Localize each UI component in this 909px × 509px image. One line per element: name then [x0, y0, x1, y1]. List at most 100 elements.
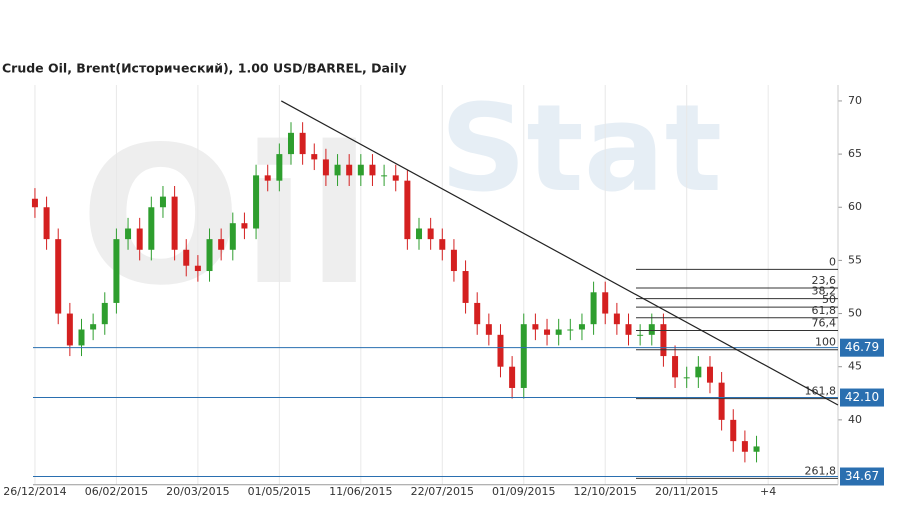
fib-label: 100	[815, 336, 836, 349]
x-tick-label: 01/05/2015	[248, 485, 311, 498]
candle-body	[55, 239, 62, 314]
candle-body	[660, 324, 667, 357]
candle-body	[171, 196, 178, 250]
candle-body	[334, 164, 341, 176]
candle-body	[101, 302, 108, 325]
candle-body	[287, 132, 294, 155]
y-tick-label: 65	[848, 147, 862, 160]
x-tick-label: 26/12/2014	[3, 485, 66, 498]
candle-body	[672, 356, 679, 378]
x-tick-label: 06/02/2015	[85, 485, 148, 498]
x-tick-label: 12/10/2015	[574, 485, 637, 498]
candle-body	[567, 329, 574, 331]
x-tick-label: 20/11/2015	[655, 485, 718, 498]
candle-body	[578, 324, 585, 330]
candle-body	[229, 223, 236, 250]
watermark: Stat	[440, 80, 722, 219]
candle-body	[392, 175, 399, 181]
fib-label: 261,8	[805, 464, 837, 477]
fib-label: 23,6	[812, 274, 837, 287]
candle-body	[43, 207, 50, 240]
candle-body	[369, 164, 376, 176]
candle-body	[544, 329, 551, 335]
price-tag-label: 42.10	[845, 390, 879, 404]
candle-body	[730, 419, 737, 442]
fib-label: 50	[822, 293, 836, 306]
candle-body	[113, 239, 120, 303]
watermark: Oil	[80, 106, 372, 327]
fib-label: 61,8	[812, 304, 837, 317]
price-tag-label: 34.67	[845, 469, 879, 483]
fib-label: 0	[829, 255, 836, 268]
candle-body	[555, 329, 562, 335]
candle-body	[322, 159, 329, 176]
y-tick-label: 50	[848, 307, 862, 320]
price-tag-label: 46.79	[845, 340, 879, 354]
candle-body	[404, 180, 411, 240]
candle-body	[276, 154, 283, 181]
candle-body	[253, 175, 260, 229]
candle-body	[497, 334, 504, 367]
x-tick-label: 22/07/2015	[411, 485, 474, 498]
candle-body	[357, 164, 364, 176]
fib-label: 76,4	[812, 317, 837, 330]
candle-body	[416, 228, 423, 240]
candle-body	[299, 132, 306, 155]
candle-body	[532, 324, 539, 330]
x-tick-label: 01/09/2015	[492, 485, 555, 498]
candle-body	[31, 198, 38, 208]
y-tick-label: 40	[848, 413, 862, 426]
candle-body	[741, 441, 748, 452]
candle-body	[520, 324, 527, 388]
candle-body	[66, 313, 73, 346]
y-tick-label: 60	[848, 200, 862, 213]
candle-body	[136, 228, 143, 250]
candle-body	[427, 228, 434, 240]
candle-body	[125, 228, 132, 240]
candle-body	[264, 175, 271, 181]
candle-body	[194, 265, 201, 272]
candle-body	[206, 239, 213, 272]
chart-title: Crude Oil, Brent(Исторический), 1.00 USD…	[2, 61, 407, 76]
candle-body	[625, 324, 632, 335]
trendline	[281, 100, 839, 406]
y-tick-label: 45	[848, 360, 862, 373]
candle-body	[218, 239, 225, 250]
candle-body	[474, 302, 481, 325]
candle-body	[683, 377, 690, 379]
candle-body	[241, 223, 248, 229]
candle-body	[637, 334, 644, 336]
y-tick-label: 70	[848, 94, 862, 107]
candle-body	[718, 382, 725, 420]
fib-label: 161,8	[805, 385, 837, 398]
candle-body	[311, 154, 318, 160]
x-tick-label: +4	[760, 485, 776, 498]
candle-body	[706, 366, 713, 383]
candle-body	[462, 271, 469, 303]
candle-body	[381, 175, 388, 177]
price-tag	[840, 388, 884, 407]
candle-body	[183, 249, 190, 266]
candle-body	[602, 292, 609, 314]
candle-body	[590, 292, 597, 325]
candle-body	[78, 329, 85, 346]
candle-body	[148, 207, 155, 250]
candle-body	[90, 324, 97, 330]
candle-body	[695, 366, 702, 378]
candle-body	[648, 324, 655, 335]
candle-body	[450, 249, 457, 272]
candle-body	[485, 324, 492, 335]
y-tick-label: 55	[848, 253, 862, 266]
candle-body	[613, 313, 620, 325]
candle-body	[439, 239, 446, 250]
x-tick-label: 11/06/2015	[329, 485, 392, 498]
candle-body	[159, 196, 166, 208]
candle-body	[346, 164, 353, 176]
price-tag	[840, 338, 884, 357]
x-tick-label: 20/03/2015	[166, 485, 229, 498]
candle-body	[509, 366, 516, 388]
fib-label: 38,2	[812, 285, 837, 298]
price-tag	[840, 467, 884, 486]
